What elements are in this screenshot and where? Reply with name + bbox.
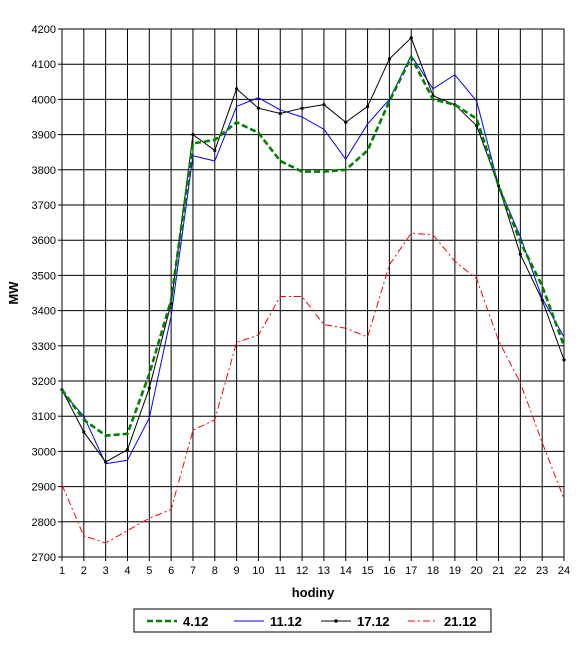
x-axis-ticks: 1 2 3 4 5 6 7 8 9 10 11 12 13 14 15 16 17 18 19 20 21 22 23 24	[59, 557, 570, 577]
series-21-12	[61, 232, 565, 544]
x-tick-label: 9	[234, 565, 240, 577]
series-line	[61, 54, 565, 465]
x-tick-label: 12	[296, 565, 308, 577]
x-tick-label: 10	[252, 565, 264, 577]
y-tick-label: 3500	[32, 270, 56, 282]
y-tick-label: 3100	[32, 411, 56, 423]
series-17-12	[60, 36, 566, 464]
x-axis-title: hodiny	[292, 585, 335, 600]
series-line	[61, 232, 565, 544]
series-line	[61, 37, 565, 463]
data-point	[147, 386, 151, 390]
data-point	[278, 111, 282, 116]
legend-item: 21.12	[408, 614, 477, 629]
legend-item: 4.12	[147, 614, 208, 629]
data-point	[191, 133, 195, 137]
x-tick-label: 16	[383, 565, 395, 577]
x-tick-label: 6	[168, 565, 174, 577]
series-4-12	[60, 55, 566, 437]
data-point	[213, 148, 217, 153]
series-layer	[60, 36, 566, 544]
y-tick-label: 3900	[32, 130, 56, 142]
x-tick-label: 3	[103, 565, 109, 577]
legend-box	[133, 608, 492, 633]
x-tick-label: 15	[361, 565, 373, 577]
y-tick-label: 3200	[32, 376, 56, 388]
series-line	[60, 55, 566, 437]
y-tick-label: 4100	[32, 59, 56, 71]
data-point	[540, 298, 544, 302]
data-point	[256, 106, 261, 110]
data-point	[235, 87, 239, 91]
x-tick-label: 23	[536, 565, 548, 577]
x-tick-label: 8	[212, 565, 218, 577]
data-point	[387, 57, 391, 61]
y-tick-label: 2900	[32, 482, 56, 494]
y-tick-label: 2800	[32, 517, 56, 529]
data-point	[562, 358, 566, 362]
legend-items: 4.12 11.12 17.12 21.12	[147, 614, 477, 629]
data-point	[169, 301, 173, 306]
x-tick-label: 14	[340, 565, 352, 577]
x-tick-label: 4	[124, 565, 130, 577]
data-point	[125, 448, 130, 452]
data-point	[365, 104, 370, 109]
x-tick-label: 18	[427, 565, 439, 577]
y-axis-title: MW	[6, 281, 21, 305]
data-point	[82, 430, 86, 434]
plot-area	[62, 29, 564, 557]
y-tick-label: 3000	[32, 446, 56, 458]
x-tick-label: 13	[318, 565, 330, 577]
x-tick-label: 24	[558, 565, 570, 577]
y-tick-label: 4000	[32, 94, 56, 106]
y-tick-label: 3300	[32, 341, 56, 353]
y-tick-label: 3400	[32, 306, 56, 318]
plot-border	[61, 28, 565, 558]
data-point	[518, 252, 522, 256]
x-tick-label: 1	[59, 565, 65, 577]
data-point	[300, 106, 304, 110]
data-point	[104, 460, 108, 464]
legend-label: 17.12	[357, 614, 390, 629]
y-axis-ticks: 2700 2800 2900 3000 3100 3200 3300 3400 3500 3600…	[32, 24, 62, 564]
x-tick-label: 19	[449, 565, 461, 577]
x-tick-label: 2	[81, 565, 87, 577]
series-11-12	[61, 54, 565, 465]
legend-item: 11.12	[234, 614, 302, 629]
y-tick-label: 3700	[32, 200, 56, 212]
y-tick-label: 3600	[32, 235, 56, 247]
legend-item: 17.12	[321, 614, 390, 629]
x-tick-label: 7	[190, 565, 196, 577]
legend-label: 11.12	[270, 614, 302, 629]
y-tick-label: 2700	[32, 552, 56, 564]
y-tick-label: 3800	[32, 165, 56, 177]
legend: 4.12 11.12 17.12 21.12	[133, 608, 492, 633]
x-tick-label: 20	[471, 565, 483, 577]
y-tick-label: 4200	[32, 24, 56, 36]
legend-marker	[334, 619, 338, 623]
data-point	[409, 36, 413, 40]
data-point	[322, 103, 326, 107]
legend-label: 4.12	[183, 614, 208, 629]
x-tick-label: 5	[146, 565, 152, 577]
x-tick-label: 21	[492, 565, 504, 577]
x-tick-label: 11	[275, 565, 286, 577]
x-tick-label: 22	[514, 565, 526, 577]
x-tick-label: 17	[405, 565, 417, 577]
legend-label: 21.12	[444, 614, 477, 629]
data-point	[344, 120, 348, 124]
